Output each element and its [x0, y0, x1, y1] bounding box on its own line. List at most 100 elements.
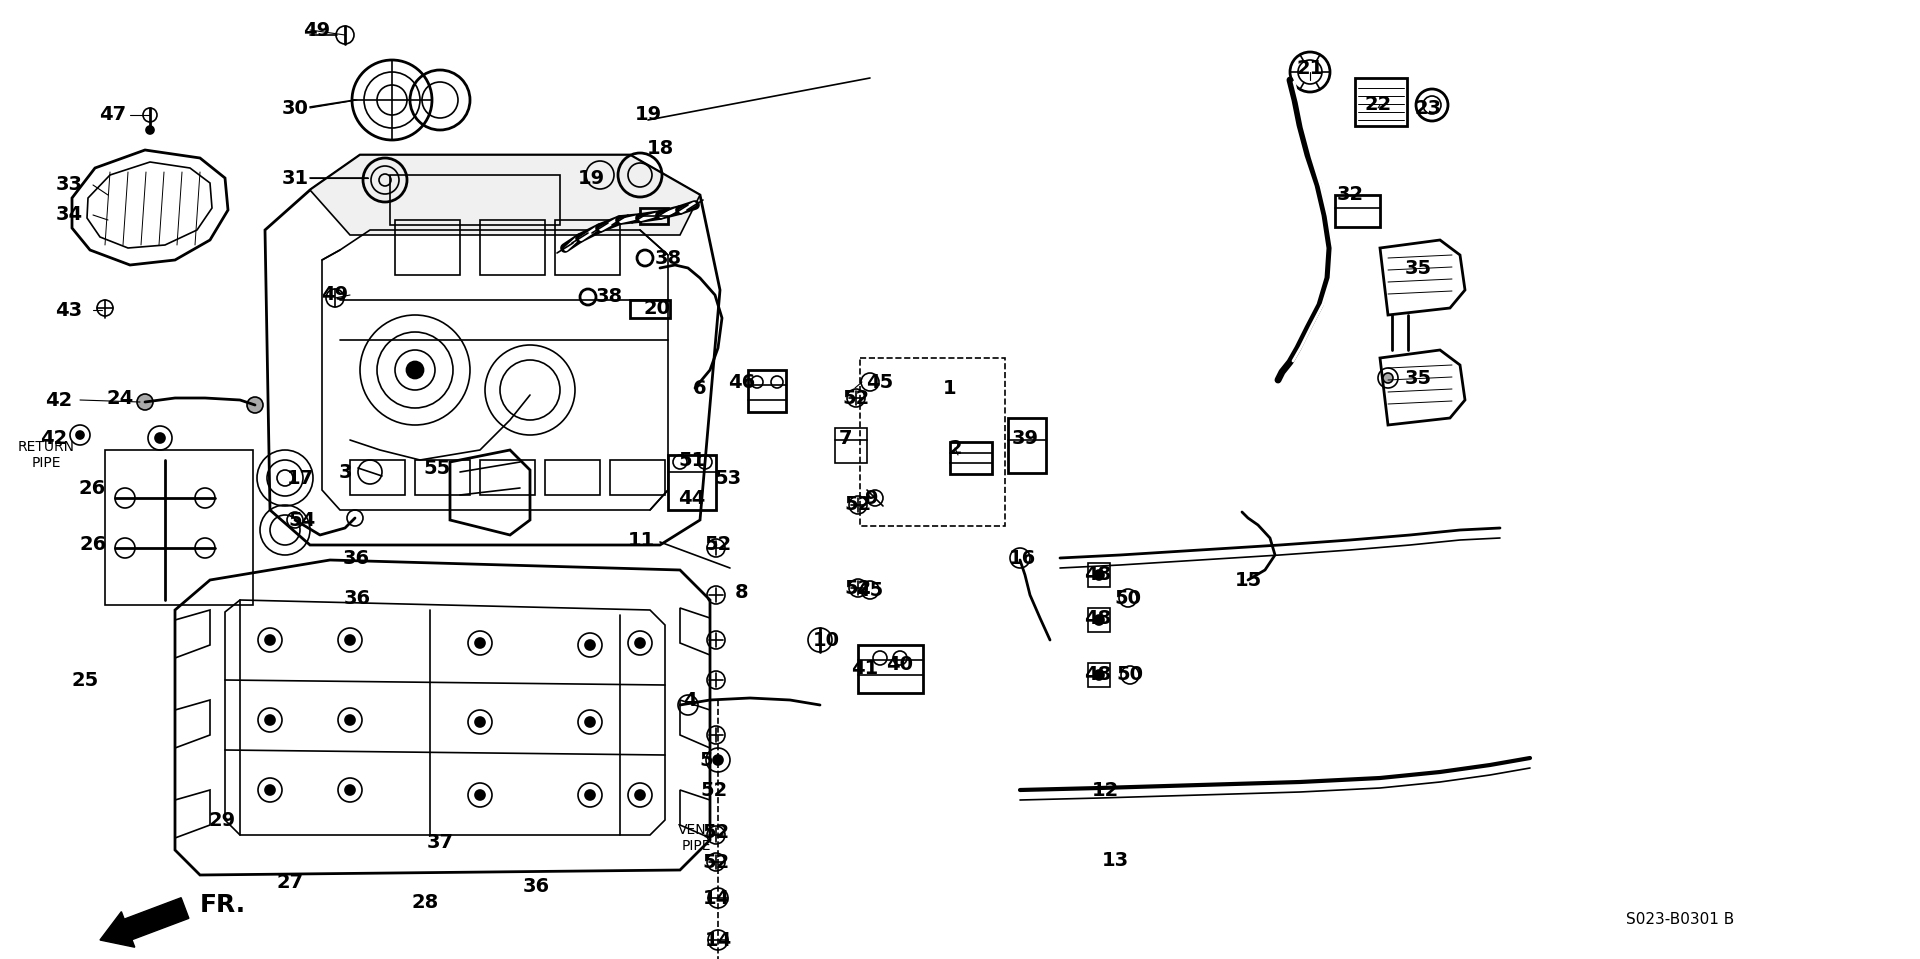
Text: 38: 38: [655, 248, 682, 268]
Text: 37: 37: [426, 833, 453, 853]
Text: 10: 10: [812, 630, 839, 649]
Bar: [1334, 195, 1380, 227]
Text: 40: 40: [887, 656, 914, 674]
Text: 23: 23: [1415, 99, 1442, 118]
Text: 2: 2: [948, 438, 962, 457]
Circle shape: [346, 785, 355, 795]
Text: 22: 22: [1365, 96, 1392, 114]
Circle shape: [474, 638, 486, 648]
Circle shape: [265, 785, 275, 795]
Text: 27: 27: [276, 874, 303, 893]
Circle shape: [1382, 373, 1394, 383]
Bar: [545, 460, 599, 495]
Circle shape: [586, 717, 595, 727]
Text: 35: 35: [1404, 368, 1432, 387]
Text: 52: 52: [845, 578, 872, 597]
Text: 36: 36: [342, 549, 369, 568]
Text: 14: 14: [705, 930, 732, 949]
Text: S023-B0301 B: S023-B0301 B: [1626, 913, 1734, 927]
Text: 21: 21: [1296, 58, 1323, 78]
Text: 36: 36: [344, 589, 371, 607]
Circle shape: [636, 790, 645, 800]
Bar: [835, 428, 868, 463]
Text: 55: 55: [424, 458, 451, 478]
Text: 19: 19: [578, 169, 605, 188]
Text: 35: 35: [1404, 259, 1432, 277]
Bar: [1008, 418, 1046, 473]
Text: 9: 9: [866, 488, 879, 507]
Text: 48: 48: [1085, 609, 1112, 627]
Text: FR.: FR.: [200, 893, 246, 917]
Text: 7: 7: [839, 429, 852, 448]
Circle shape: [636, 638, 645, 648]
Bar: [480, 220, 545, 275]
Circle shape: [77, 431, 84, 439]
Circle shape: [248, 397, 263, 413]
Bar: [415, 460, 470, 495]
Circle shape: [146, 126, 154, 134]
Text: 33: 33: [56, 175, 83, 195]
Text: 42: 42: [40, 429, 67, 448]
Polygon shape: [175, 560, 710, 875]
Text: 48: 48: [1085, 666, 1112, 685]
Text: RETURN
PIPE: RETURN PIPE: [17, 440, 75, 470]
Text: 39: 39: [1012, 429, 1039, 448]
Circle shape: [1094, 670, 1104, 680]
Text: 43: 43: [56, 300, 83, 319]
Text: 28: 28: [411, 894, 438, 913]
Text: 6: 6: [693, 379, 707, 397]
Text: 49: 49: [303, 20, 330, 39]
Text: 15: 15: [1235, 571, 1261, 590]
Bar: [611, 460, 664, 495]
Text: 5: 5: [699, 751, 712, 769]
Text: 36: 36: [522, 877, 549, 897]
Circle shape: [346, 635, 355, 645]
Text: 46: 46: [728, 372, 756, 391]
Text: 13: 13: [1102, 851, 1129, 870]
Circle shape: [1094, 615, 1104, 625]
Text: 17: 17: [286, 469, 313, 487]
Bar: [1089, 663, 1110, 687]
Text: 3: 3: [338, 462, 351, 481]
Circle shape: [136, 394, 154, 410]
Bar: [1089, 608, 1110, 632]
Text: 1: 1: [943, 379, 956, 397]
Circle shape: [1094, 570, 1104, 580]
Text: 16: 16: [1008, 549, 1035, 568]
Bar: [1089, 563, 1110, 587]
Bar: [668, 455, 716, 510]
Text: 19: 19: [634, 105, 662, 125]
Text: 51: 51: [678, 451, 707, 470]
Text: 26: 26: [79, 535, 108, 554]
FancyArrow shape: [100, 898, 188, 947]
Circle shape: [156, 433, 165, 443]
Text: 52: 52: [703, 824, 730, 843]
Text: 54: 54: [288, 510, 315, 529]
Circle shape: [265, 635, 275, 645]
Text: 26: 26: [79, 479, 106, 498]
Bar: [1356, 78, 1407, 126]
Text: 8: 8: [735, 582, 749, 601]
Text: 45: 45: [866, 372, 893, 391]
Circle shape: [346, 715, 355, 725]
Text: 52: 52: [705, 535, 732, 554]
Text: 44: 44: [678, 488, 707, 507]
Text: 34: 34: [56, 205, 83, 224]
Bar: [860, 358, 1004, 526]
Bar: [390, 175, 561, 225]
Polygon shape: [309, 155, 701, 235]
Text: 52: 52: [843, 388, 870, 408]
Bar: [858, 645, 924, 693]
Text: 30: 30: [282, 99, 309, 118]
Text: 49: 49: [321, 286, 349, 305]
Text: 45: 45: [856, 580, 883, 599]
Text: 52: 52: [703, 853, 730, 872]
Text: 48: 48: [1085, 566, 1112, 584]
Circle shape: [407, 362, 422, 378]
Circle shape: [265, 715, 275, 725]
Text: 32: 32: [1336, 185, 1363, 204]
Text: 25: 25: [71, 670, 98, 690]
Polygon shape: [265, 155, 720, 545]
Text: 18: 18: [647, 138, 674, 157]
Bar: [749, 370, 785, 412]
